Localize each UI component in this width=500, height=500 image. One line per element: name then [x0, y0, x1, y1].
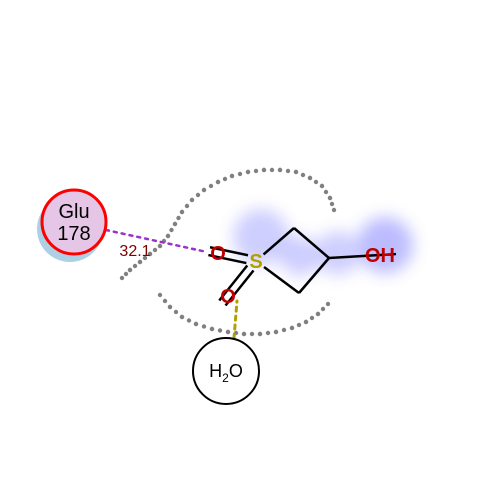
- solvent-blob: [280, 236, 320, 276]
- contour-dot: [173, 222, 177, 226]
- contour-dot: [274, 330, 278, 334]
- contour-dot: [330, 202, 334, 206]
- contour-dot: [294, 170, 298, 174]
- contour-dot: [185, 204, 189, 208]
- contour-dot: [163, 299, 167, 303]
- contour-dot: [196, 193, 200, 197]
- contour-dot: [166, 234, 170, 238]
- atom-label-O2: O: [220, 286, 236, 308]
- contour-dot: [158, 293, 162, 297]
- contour-dot: [286, 169, 290, 173]
- contour-dot: [168, 305, 172, 309]
- atom-label-O1: O: [210, 243, 226, 265]
- residue-number: 178: [57, 223, 90, 245]
- contour-dot: [242, 332, 246, 336]
- contour-dot: [226, 330, 230, 334]
- contour-dot: [266, 331, 270, 335]
- contour-dot: [320, 184, 324, 188]
- contour-dot: [262, 168, 266, 172]
- contour-dot: [216, 180, 220, 184]
- contour-dot: [304, 320, 308, 324]
- contour-dot: [282, 328, 286, 332]
- contour-dot: [174, 310, 178, 314]
- atom-label-OH: OH: [365, 245, 395, 267]
- contour-dot: [133, 264, 137, 268]
- contour-dot: [310, 316, 314, 320]
- contour-dot: [190, 198, 194, 202]
- contour-dot: [258, 332, 262, 336]
- contour-dot: [321, 307, 325, 311]
- contour-dot: [124, 272, 128, 276]
- contour-dot: [328, 196, 332, 200]
- contour-dot: [158, 244, 162, 248]
- contour-dot: [128, 268, 132, 272]
- contour-dot: [187, 318, 191, 322]
- contour-dot: [238, 172, 242, 176]
- contour-dot: [250, 332, 254, 336]
- contour-dot: [194, 322, 198, 326]
- distance-label: 32.1: [119, 243, 150, 260]
- contour-dot: [202, 324, 206, 328]
- contour-dot: [270, 168, 274, 172]
- contour-dot: [314, 180, 318, 184]
- contour-dot: [301, 173, 305, 177]
- contour-dot: [202, 188, 206, 192]
- residue-name: Glu: [58, 201, 89, 223]
- contour-dot: [308, 176, 312, 180]
- contour-dot: [218, 328, 222, 332]
- contour-dot: [297, 323, 301, 327]
- contour-dot: [290, 326, 294, 330]
- contour-dot: [246, 170, 250, 174]
- contour-dot: [278, 168, 282, 172]
- contour-dot: [180, 315, 184, 319]
- contour-dot: [180, 210, 184, 214]
- contour-dot: [176, 216, 180, 220]
- contour-dot: [324, 190, 328, 194]
- contour-dot: [223, 177, 227, 181]
- contour-dot: [230, 174, 234, 178]
- contour-dot: [316, 312, 320, 316]
- atom-label-S: S: [249, 251, 262, 273]
- contour-dot: [209, 184, 213, 188]
- contour-dot: [326, 302, 330, 306]
- contour-dot: [210, 327, 214, 331]
- contour-dot: [169, 228, 173, 232]
- contour-dot: [254, 169, 258, 173]
- contour-dot: [120, 276, 124, 280]
- contour-dot: [153, 248, 157, 252]
- contour-dot: [138, 260, 142, 264]
- contour-dot: [332, 208, 336, 212]
